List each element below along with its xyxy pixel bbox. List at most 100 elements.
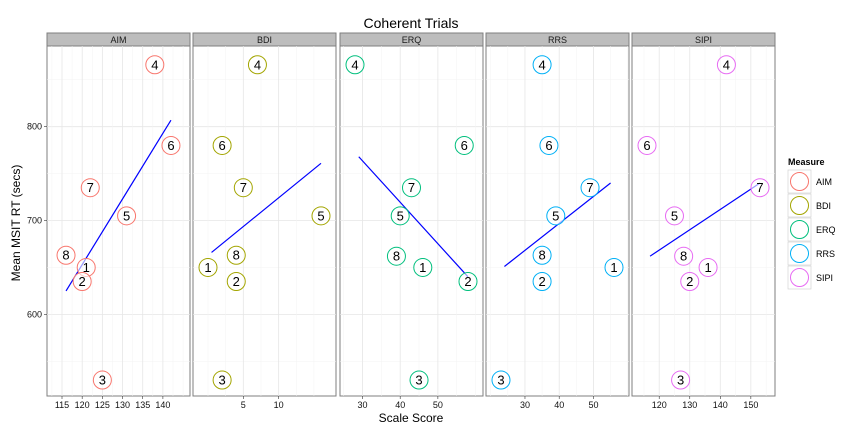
data-point: 6 [212,135,232,155]
point-label: 6 [219,138,226,153]
point-label: 4 [151,57,158,72]
point-label: 4 [723,57,730,72]
data-point: 6 [637,135,657,155]
legend-entry-rrs: RRS [787,241,835,266]
data-point: 8 [386,246,406,266]
x-tick-label: 130 [115,400,130,410]
point-marker [491,370,511,390]
point-label: 6 [643,138,650,153]
point-marker [532,55,552,75]
point-marker [546,206,566,226]
data-point: 3 [212,370,232,390]
point-label: 3 [99,373,106,388]
data-point: 1 [76,257,96,277]
panel-background [46,45,191,397]
x-tick-label: 50 [588,400,598,410]
y-axis-title: Mean MSIT RT (secs) [9,165,23,282]
point-label: 8 [680,249,687,264]
fit-line [211,162,322,253]
data-point: 8 [674,246,694,266]
point-marker [117,206,137,226]
point-label: 2 [233,274,240,289]
point-marker [226,245,246,265]
x-tick-label: 140 [713,400,728,410]
data-point: 8 [226,245,246,265]
panel-bdi: BDI 5 10 4 6 7 5 8 1 2 3 [192,32,337,410]
data-point: 4 [145,55,165,75]
x-tick-label: 120 [652,400,667,410]
x-tick-label: 50 [433,400,443,410]
x-tick-label: 5 [241,400,246,410]
legend-label: RRS [816,249,835,259]
data-point: 5 [390,206,410,226]
legend-entry-sipi: SIPI [787,265,833,290]
legend-marker [790,268,809,287]
panel-background [339,45,484,397]
point-label: 5 [123,208,130,223]
fit-line [358,156,469,278]
point-label: 8 [233,248,240,263]
point-marker [198,257,218,277]
point-label: 8 [538,248,545,263]
x-tick-label: 40 [395,400,405,410]
point-marker [454,135,474,155]
point-label: 2 [464,274,471,289]
gridlines [632,46,775,396]
point-marker [145,55,165,75]
facet-strip-label: AIM [110,35,126,45]
data-point: 3 [671,370,691,390]
data-point: 8 [532,245,552,265]
legend-marker [790,244,809,263]
point-label: 4 [538,57,545,72]
point-marker [680,272,700,292]
point-label: 3 [497,373,504,388]
point-label: 3 [677,373,684,388]
data-point: 2 [680,272,700,292]
legend: Measure AIM BDI ERQ RRS SIPI [787,157,836,290]
legend-marker [790,196,809,215]
point-label: 2 [79,274,86,289]
panel-aim: AIM 115 120 125 130 135 140 4 6 7 5 812 3 [46,32,191,410]
data-point: 1 [198,257,218,277]
x-tick-label: 150 [743,400,758,410]
x-tick-label: 10 [274,400,284,410]
data-point: 4 [716,55,736,75]
point-label: 3 [415,373,422,388]
data-point: 3 [92,370,112,390]
x-tick-label: 115 [55,400,69,410]
data-point: 3 [491,370,511,390]
data-point: 4 [345,55,365,75]
point-label: 6 [461,138,468,153]
point-marker [580,178,600,198]
legend-marker [790,172,809,191]
facet-strip-label: SIPI [695,35,712,45]
data-point: 1 [604,257,624,277]
legend-entry-bdi: BDI [787,193,831,218]
point-label: 7 [756,180,763,195]
point-label: 8 [62,248,69,263]
point-label: 4 [351,57,358,72]
panel-erq: ERQ 30 40 50 4 6 75 8 1 2 3 [339,32,484,410]
y-tick-label: 600 [27,309,42,319]
point-label: 1 [204,260,211,275]
point-label: 5 [317,208,324,223]
point-label: 7 [240,180,247,195]
data-point: 7 [750,178,770,198]
point-marker [539,135,559,155]
point-marker [532,245,552,265]
point-label: 6 [545,138,552,153]
legend-entry-erq: ERQ [787,217,836,242]
point-marker [413,257,433,277]
point-marker [226,272,246,292]
point-marker [161,135,181,155]
chart-title: Coherent Trials [364,15,459,31]
data-point: 6 [161,135,181,155]
data-point: 4 [532,55,552,75]
point-label: 6 [167,138,174,153]
point-marker [212,135,232,155]
point-label: 5 [671,208,678,223]
data-point: 5 [311,206,331,226]
gridlines [193,46,336,396]
point-label: 1 [704,260,711,275]
